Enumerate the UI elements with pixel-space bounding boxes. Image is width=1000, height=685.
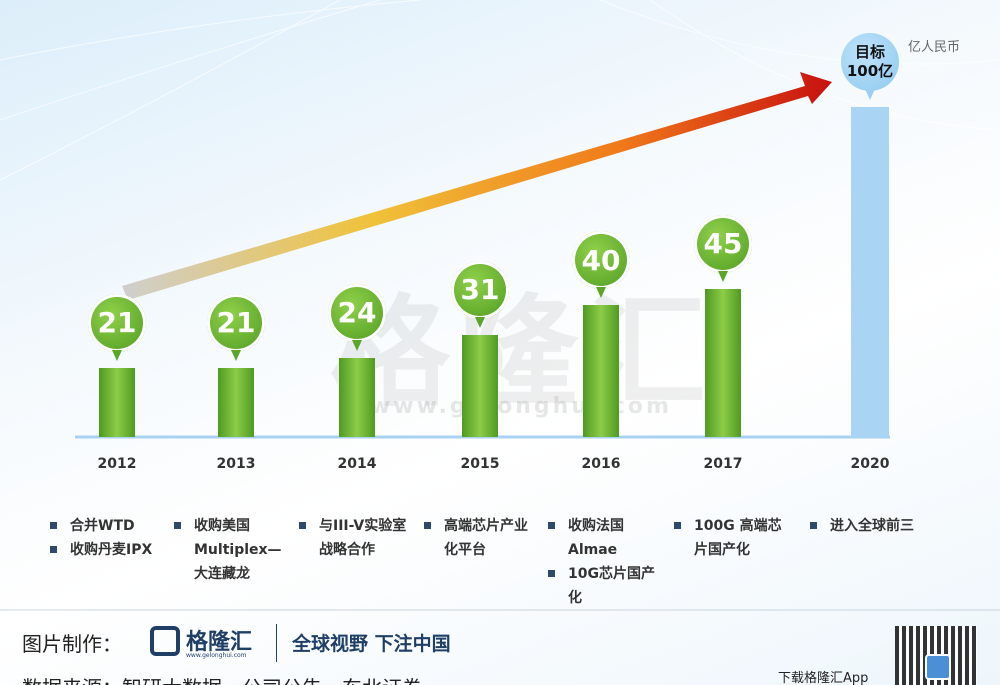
note: 收购丹麦IPX — [48, 538, 166, 562]
data-label: 45 — [694, 214, 752, 282]
qr-logo — [925, 654, 951, 680]
note-list: 100G 高端芯片国产化 — [672, 514, 790, 562]
bar — [705, 288, 741, 437]
note: 进入全球前三 — [808, 514, 926, 538]
data-label: 31 — [451, 260, 509, 328]
bar — [462, 334, 498, 437]
bar — [583, 305, 619, 437]
logo: 格隆汇 www.gelonghui.com — [150, 624, 260, 662]
data-label: 21 — [88, 293, 146, 361]
note-list: 进入全球前三 — [808, 514, 926, 538]
note: 合并WTD — [48, 514, 166, 538]
x-tick-label: 2017 — [703, 456, 743, 472]
note: 收购美国Multiplex—大连藏龙 — [172, 514, 290, 586]
data-label: 21 — [207, 293, 265, 361]
data-label: 40 — [572, 231, 630, 298]
made-by: 图片制作： — [22, 632, 122, 656]
note: 高端芯片产业化平台 — [422, 514, 540, 562]
note: 10G芯片国产化 — [546, 562, 664, 610]
bar — [851, 107, 889, 437]
source: 数据来源：智研大数据，公司公告，东北证券 — [22, 672, 422, 685]
x-tick-label: 2016 — [581, 456, 621, 472]
logo-url: www.gelonghui.com — [186, 652, 247, 659]
bar — [99, 367, 135, 437]
qr-code — [895, 626, 977, 685]
note-list: 合并WTD 收购丹麦IPX — [48, 514, 166, 562]
note: 与III-V实验室战略合作 — [297, 514, 415, 562]
logo-icon — [150, 626, 180, 656]
divider — [276, 624, 277, 662]
note: 100G 高端芯片国产化 — [672, 514, 790, 562]
download: 下载格隆汇App — [778, 671, 869, 685]
x-tick-label: 2015 — [460, 456, 500, 472]
note-list: 收购美国Multiplex—大连藏龙 — [172, 514, 290, 586]
x-tick-label: 2012 — [97, 456, 137, 472]
note-list: 高端芯片产业化平台 — [422, 514, 540, 562]
data-label: 24 — [328, 283, 386, 351]
x-tick-label: 2020 — [850, 456, 890, 472]
watermark: 格隆汇 — [330, 284, 714, 423]
unit-label: 亿人民币 — [908, 40, 961, 55]
slogan: 全球视野 下注中国 — [292, 633, 451, 655]
bar — [218, 367, 254, 437]
logo-text: 格隆汇 — [186, 630, 253, 655]
watermark-url: www.gelonghui.com — [370, 394, 672, 419]
data-label: 目标 100亿 — [841, 33, 899, 100]
bar — [339, 357, 375, 437]
note-list: 与III-V实验室战略合作 — [297, 514, 415, 562]
x-tick-label: 2013 — [216, 456, 256, 472]
note-list: 收购法国Almae 10G芯片国产化 — [546, 514, 664, 610]
note: 收购法国Almae — [546, 514, 664, 562]
x-tick-label: 2014 — [337, 456, 377, 472]
